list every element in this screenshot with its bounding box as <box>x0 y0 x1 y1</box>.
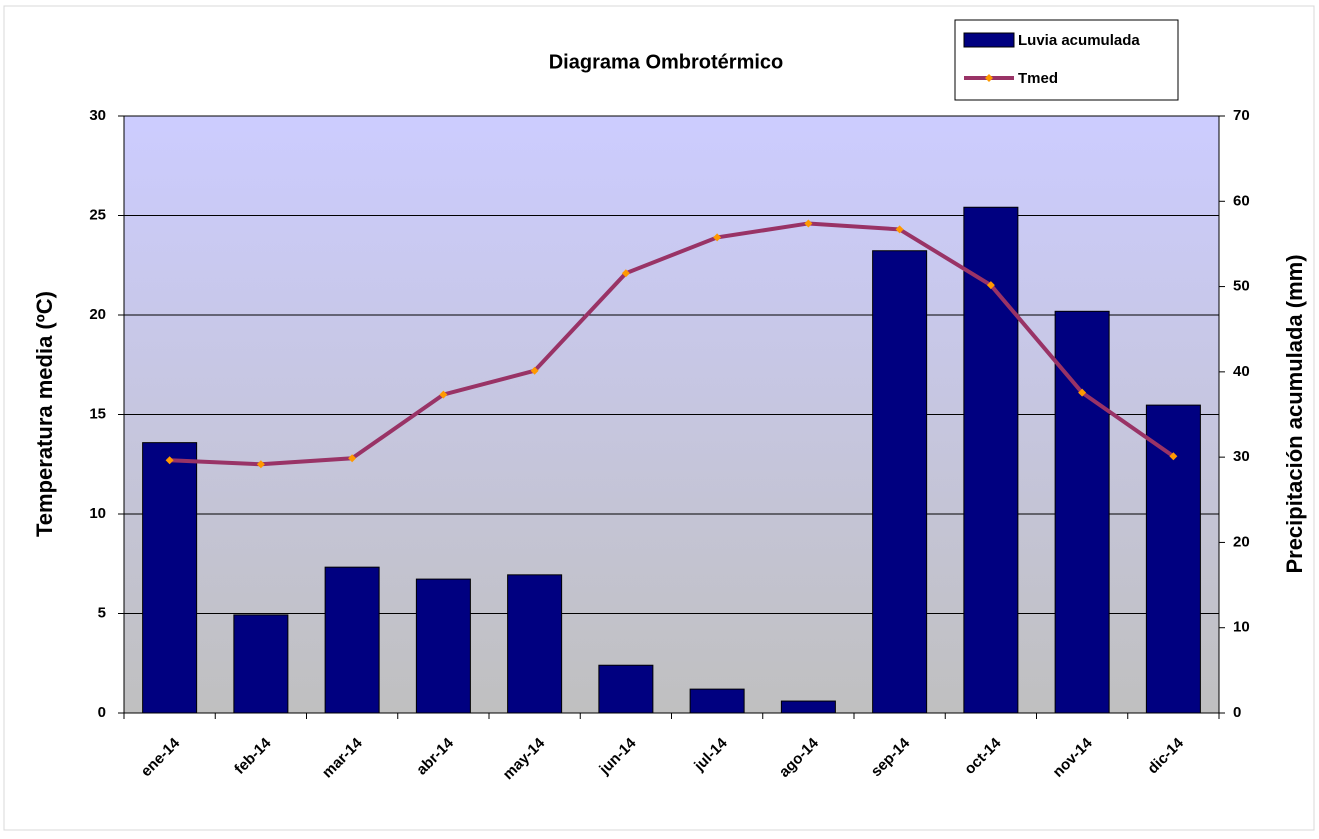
line <box>169 221 1175 467</box>
marker <box>439 390 448 399</box>
legend-box <box>954 19 1179 101</box>
marker <box>1169 452 1178 461</box>
marker <box>621 269 630 278</box>
bar <box>689 688 745 714</box>
y2-tick-label: 10 <box>1233 619 1250 636</box>
y2-tick-label: 60 <box>1233 192 1250 209</box>
bar <box>598 664 654 714</box>
y2-tick-label: 40 <box>1233 363 1250 380</box>
y2-tick-label: 20 <box>1233 533 1250 550</box>
marker <box>530 366 539 375</box>
marker <box>256 460 265 469</box>
marker <box>713 233 722 242</box>
marker <box>1078 388 1087 397</box>
marker <box>986 281 995 290</box>
bar <box>324 566 380 714</box>
bar <box>142 442 198 714</box>
y-tick-label: 25 <box>89 206 106 223</box>
legend-label: Luvia acumulada <box>1018 32 1140 49</box>
y-tick-label: 15 <box>89 405 106 422</box>
legend-label: Tmed <box>1018 70 1058 87</box>
bar <box>780 700 836 714</box>
marker <box>165 456 174 465</box>
legend-marker <box>985 74 993 82</box>
bar <box>1054 310 1110 714</box>
marker <box>804 219 813 228</box>
y-axis-title: Temperatura media (ºC) <box>32 291 57 537</box>
y-tick-label: 20 <box>89 306 106 323</box>
y2-tick-label: 0 <box>1233 704 1241 721</box>
y-tick-label: 10 <box>89 505 106 522</box>
y2-tick-label: 70 <box>1233 107 1250 124</box>
y2-tick-label: 30 <box>1233 448 1250 465</box>
chart-title: Diagrama Ombrotérmico <box>549 51 784 73</box>
bar <box>1145 404 1201 714</box>
y-tick-label: 30 <box>89 107 106 124</box>
marker <box>348 454 357 463</box>
y2-axis-title: Precipitación acumulada (mm) <box>1282 254 1307 573</box>
y-tick-label: 0 <box>98 704 106 721</box>
bar <box>872 250 928 714</box>
bar <box>507 574 563 714</box>
bar <box>415 578 471 714</box>
y-tick-label: 5 <box>98 604 106 621</box>
legend-swatch <box>963 32 1015 48</box>
bar <box>233 614 289 714</box>
y2-tick-label: 50 <box>1233 278 1250 295</box>
bar <box>963 206 1019 714</box>
marker <box>895 225 904 234</box>
